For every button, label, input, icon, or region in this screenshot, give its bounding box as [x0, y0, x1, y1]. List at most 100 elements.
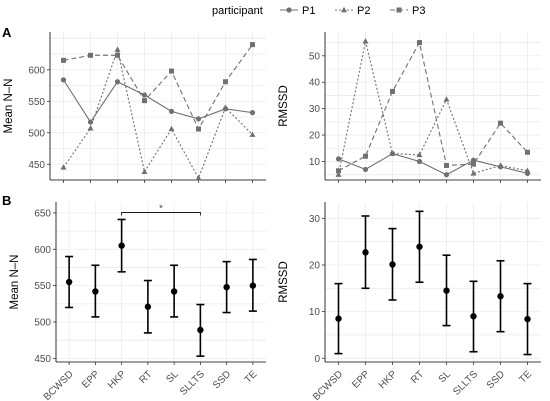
- data-point-p3: [363, 153, 368, 159]
- mean-point: [144, 303, 152, 310]
- data-point-p3: [444, 162, 449, 168]
- y-axis-title: Mean N–N: [3, 79, 15, 134]
- data-point-p3: [250, 42, 255, 48]
- data-point-p1: [249, 110, 256, 116]
- data-point-p1: [114, 79, 121, 85]
- y-tick-label: 40: [309, 78, 321, 89]
- data-point-p2: [168, 125, 175, 132]
- data-point-p2: [87, 125, 94, 131]
- data-point-p3: [115, 52, 120, 58]
- mean-point: [65, 278, 73, 286]
- y-tick-label: 500: [28, 128, 45, 139]
- legend-marker-p1: [286, 7, 292, 13]
- data-point-p3: [417, 40, 422, 46]
- y-tick-label: 20: [309, 260, 321, 271]
- data-point-p3: [336, 168, 341, 174]
- mean-point: [416, 243, 423, 250]
- data-point-p2: [470, 170, 477, 176]
- series-line-p1: [338, 152, 528, 176]
- data-point-p2: [524, 167, 531, 173]
- series-line-p3: [338, 41, 528, 172]
- mean-point: [497, 293, 504, 300]
- x-tick-label: SLLTS: [178, 369, 207, 398]
- series-line-p2: [337, 41, 528, 175]
- y-tick-label: 450: [34, 354, 51, 365]
- data-point-p1: [168, 108, 175, 114]
- significance-bracket: *: [121, 203, 201, 216]
- y-tick-label: 550: [34, 281, 51, 292]
- y-axis-title: RMSSD: [278, 261, 290, 303]
- data-point-p2: [222, 104, 229, 110]
- panel-letter-a: A: [2, 25, 12, 40]
- x-tick-label: SL: [164, 369, 181, 386]
- mean-point: [335, 315, 342, 322]
- x-tick-label: SSD: [211, 369, 233, 391]
- data-point-p2: [416, 151, 423, 158]
- y-tick-label: 500: [34, 318, 51, 329]
- y-tick-label: 10: [309, 307, 321, 318]
- data-point-p1: [141, 92, 148, 98]
- data-point-p3: [390, 88, 395, 94]
- mean-point: [524, 315, 531, 323]
- mean-point: [170, 288, 178, 295]
- data-point-p2: [249, 131, 256, 137]
- x-tick-label: SL: [437, 369, 454, 386]
- legend-marker-p2: [341, 6, 347, 13]
- x-tick-label: TE: [243, 369, 260, 386]
- legend-title: participant: [212, 5, 263, 17]
- data-point-p2: [60, 164, 67, 170]
- data-point-p3: [61, 57, 66, 63]
- significance-line: [121, 212, 201, 216]
- significance-star: *: [159, 203, 163, 214]
- mean-point: [389, 261, 396, 268]
- y-tick-label: 0: [314, 354, 320, 365]
- y-tick-label: 600: [28, 65, 45, 76]
- data-point-p3: [471, 161, 476, 167]
- data-point-p2: [335, 171, 342, 177]
- x-tick-label: EPP: [350, 369, 372, 391]
- data-point-p3: [142, 98, 147, 104]
- y-tick-label: 30: [309, 214, 321, 225]
- data-point-p2: [141, 168, 148, 175]
- mean-point: [118, 242, 125, 249]
- data-point-p3: [223, 79, 228, 85]
- legend-label-p3: P3: [412, 5, 425, 17]
- x-tick-label: BCWSD: [42, 369, 76, 401]
- data-point-p1: [416, 158, 423, 165]
- x-tick-label: HKP: [106, 369, 129, 392]
- data-point-p2: [362, 38, 369, 44]
- data-point-p3: [525, 149, 530, 155]
- data-point-p1: [443, 172, 450, 178]
- x-tick-label: SSD: [485, 369, 507, 391]
- data-point-p1: [195, 116, 202, 122]
- data-point-p2: [195, 174, 202, 181]
- y-tick-label: 650: [34, 208, 51, 219]
- x-tick-label: TE: [517, 369, 534, 386]
- mean-point: [362, 249, 369, 256]
- y-tick-label: 10: [309, 157, 321, 168]
- data-point-p2: [389, 150, 396, 156]
- x-tick-label: EPP: [80, 369, 102, 391]
- x-tick-label: HKP: [377, 369, 400, 392]
- x-tick-label: SLLTS: [451, 369, 480, 398]
- data-point-p3: [169, 68, 174, 74]
- mean-point: [443, 287, 450, 294]
- x-tick-label: BCWSD: [311, 369, 345, 401]
- data-point-p3: [88, 52, 93, 58]
- data-point-p2: [443, 96, 450, 102]
- y-tick-label: 50: [309, 51, 321, 62]
- legend: participant P1 P2 P3: [212, 5, 425, 17]
- mean-point: [197, 326, 204, 334]
- panel-a-left-mean-nn: 450 500 550 600 Mean N–N: [3, 32, 266, 183]
- data-point-p2: [114, 46, 121, 52]
- data-point-p1: [335, 156, 342, 162]
- data-point-p3: [498, 120, 503, 126]
- y-tick-label: 20: [309, 131, 321, 142]
- mean-point: [249, 282, 257, 289]
- legend-label-p1: P1: [302, 5, 315, 17]
- data-point-p1: [60, 77, 67, 83]
- panel-a-right-rmssd: 10 20 30 40 50 RMSSD: [278, 32, 541, 183]
- legend-marker-p3: [396, 7, 402, 13]
